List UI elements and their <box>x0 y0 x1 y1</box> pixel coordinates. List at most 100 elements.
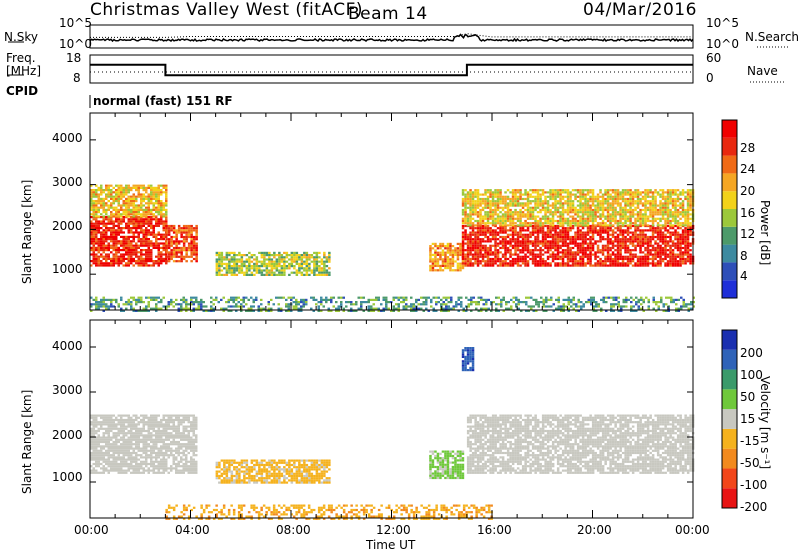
heatmap-cell <box>283 271 286 274</box>
heatmap-cell <box>526 246 530 250</box>
heatmap-cell <box>676 208 680 212</box>
heatmap-cell <box>165 242 168 245</box>
heatmap-cell <box>442 301 445 304</box>
heatmap-cell <box>107 242 110 245</box>
heatmap-cell <box>656 227 660 230</box>
heatmap-cell <box>609 222 612 225</box>
heatmap-cell <box>654 229 657 232</box>
heatmap-cell <box>501 235 505 239</box>
heatmap-cell <box>420 303 423 306</box>
heatmap-cell <box>117 213 120 216</box>
heatmap-cell <box>496 249 500 252</box>
heatmap-cell <box>594 217 597 220</box>
heatmap-cell <box>484 211 487 214</box>
heatmap-cell <box>584 262 587 265</box>
heatmap-cell <box>102 264 105 267</box>
heatmap-cell <box>591 227 595 230</box>
heatmap-cell <box>566 219 570 223</box>
heatmap-cell <box>315 273 319 276</box>
heatmap-cell <box>132 193 135 196</box>
heatmap-cell <box>260 303 263 306</box>
heatmap-cell <box>142 238 145 241</box>
heatmap-cell <box>252 301 255 304</box>
heatmap-cell <box>283 260 286 263</box>
heatmap-cell <box>471 244 475 247</box>
heatmap-cell <box>535 303 538 306</box>
heatmap-cell <box>684 191 687 194</box>
heatmap-cell <box>263 269 266 272</box>
heatmap-cell <box>639 217 642 220</box>
heatmap-cell <box>102 255 105 258</box>
heatmap-cell <box>447 301 450 304</box>
heatmap-cell <box>619 195 622 198</box>
heatmap-cell <box>165 186 168 189</box>
heatmap-cell <box>481 224 485 228</box>
heatmap-cell <box>476 235 480 239</box>
heatmap-cell <box>551 224 555 227</box>
heatmap-cell <box>544 222 547 225</box>
heatmap-cell <box>150 227 153 230</box>
heatmap-cell <box>137 255 140 258</box>
heatmap-cell <box>268 269 271 272</box>
heatmap-cell <box>649 189 652 192</box>
heatmap-cell <box>501 253 505 256</box>
heatmap-cell <box>526 238 530 241</box>
heatmap-cell <box>260 265 264 268</box>
heatmap-cell <box>626 231 630 234</box>
heatmap-cell <box>604 264 607 267</box>
heatmap-cell <box>566 242 570 245</box>
xtick-20: 20:00 <box>577 523 612 537</box>
heatmap-cell <box>290 251 294 254</box>
heatmap-cell <box>546 224 550 228</box>
heatmap-cell <box>298 271 301 274</box>
heatmap-cell <box>449 251 452 254</box>
heatmap-cell <box>125 191 128 194</box>
heatmap-cell <box>182 238 186 241</box>
heatmap-cell <box>491 204 495 207</box>
heatmap-cell <box>243 271 246 274</box>
heatmap-cell <box>451 253 455 256</box>
heatmap-cell <box>155 246 158 249</box>
heatmap-cell <box>441 249 445 252</box>
heatmap-cell <box>479 219 482 223</box>
heatmap-cell <box>584 219 587 223</box>
heatmap-cell <box>631 233 635 236</box>
heatmap-cell <box>140 301 143 304</box>
heatmap-cell <box>491 235 495 239</box>
heatmap-cell <box>372 307 375 310</box>
heatmap-cell <box>664 235 667 239</box>
heatmap-cell <box>105 193 108 196</box>
heatmap-cell <box>476 197 480 201</box>
heatmap-cell <box>591 195 595 198</box>
heatmap-cell <box>564 262 567 265</box>
heatmap-cell <box>559 229 562 232</box>
heatmap-cell <box>220 251 224 254</box>
heatmap-cell <box>248 256 251 259</box>
heatmap-cell <box>172 235 176 239</box>
heatmap-cell <box>245 265 249 268</box>
heatmap-cell <box>429 256 432 259</box>
heatmap-cell <box>649 224 652 228</box>
heatmap-cell <box>464 197 467 201</box>
heatmap-cell <box>102 220 105 223</box>
heatmap-cell <box>147 216 150 219</box>
heatmap-cell <box>481 208 485 212</box>
heatmap-cell <box>486 238 490 241</box>
heatmap-cell <box>431 269 435 272</box>
heatmap-cell <box>579 215 582 218</box>
heatmap-cell <box>664 224 667 227</box>
heatmap-cell <box>686 251 690 254</box>
heatmap-cell <box>152 229 155 232</box>
heatmap-cell <box>177 249 181 252</box>
heatmap-cell <box>594 262 597 265</box>
heatmap-cell <box>469 227 472 230</box>
heatmap-cell <box>182 307 185 310</box>
heatmap-cell <box>644 208 647 212</box>
heatmap-cell <box>624 204 627 207</box>
heatmap-cell <box>367 301 370 304</box>
heatmap-cell <box>218 256 221 259</box>
heatmap-cell <box>519 242 522 245</box>
heatmap-cell <box>464 202 467 205</box>
heatmap-cell <box>142 242 145 245</box>
heatmap-cell <box>541 242 545 245</box>
